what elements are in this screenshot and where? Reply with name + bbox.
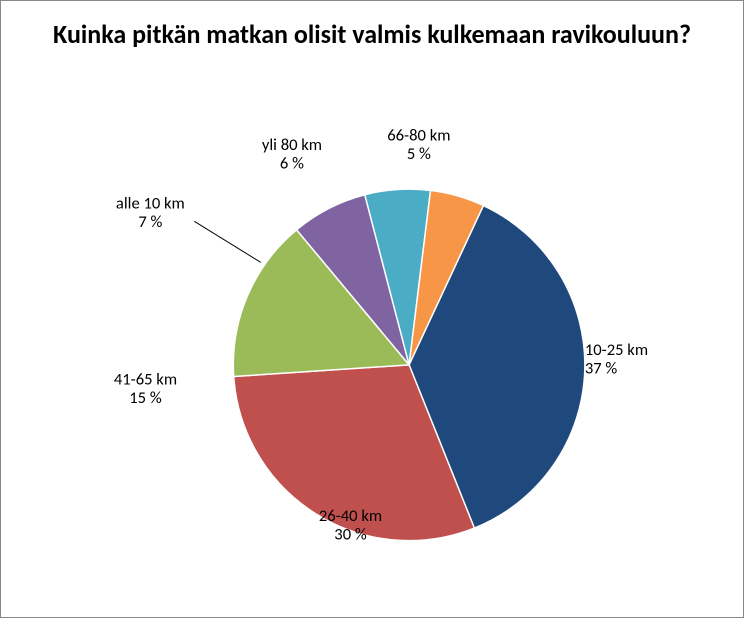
chart-container: Kuinka pitkän matkan olisit valmis kulke… bbox=[0, 0, 744, 618]
chart-title: Kuinka pitkän matkan olisit valmis kulke… bbox=[1, 1, 743, 50]
leader-line bbox=[194, 221, 260, 262]
slice-label-name: yli 80 km bbox=[262, 135, 322, 155]
slice-label-name: 26-40 km bbox=[319, 506, 382, 526]
slice-label-name: alle 10 km bbox=[116, 194, 185, 214]
slice-label-percent: 37 % bbox=[585, 359, 618, 379]
pie-chart: 10-25 km37 % 26-40 km30 % 41-65 km15 % alle… bbox=[1, 111, 743, 607]
slice-label-name: 66-80 km bbox=[387, 125, 450, 145]
slice-label-percent: 6 % bbox=[280, 154, 304, 174]
pie-svg: 10-25 km37 % 26-40 km30 % 41-65 km15 % alle… bbox=[1, 111, 743, 607]
slice-label-percent: 5 % bbox=[407, 144, 431, 164]
slice-label-name: 41-65 km bbox=[114, 369, 177, 389]
slice-label-percent: 30 % bbox=[334, 525, 367, 545]
slice-label-name: 10-25 km bbox=[585, 340, 648, 360]
slice-label-percent: 15 % bbox=[129, 388, 162, 408]
slice-label-percent: 7 % bbox=[138, 212, 162, 232]
